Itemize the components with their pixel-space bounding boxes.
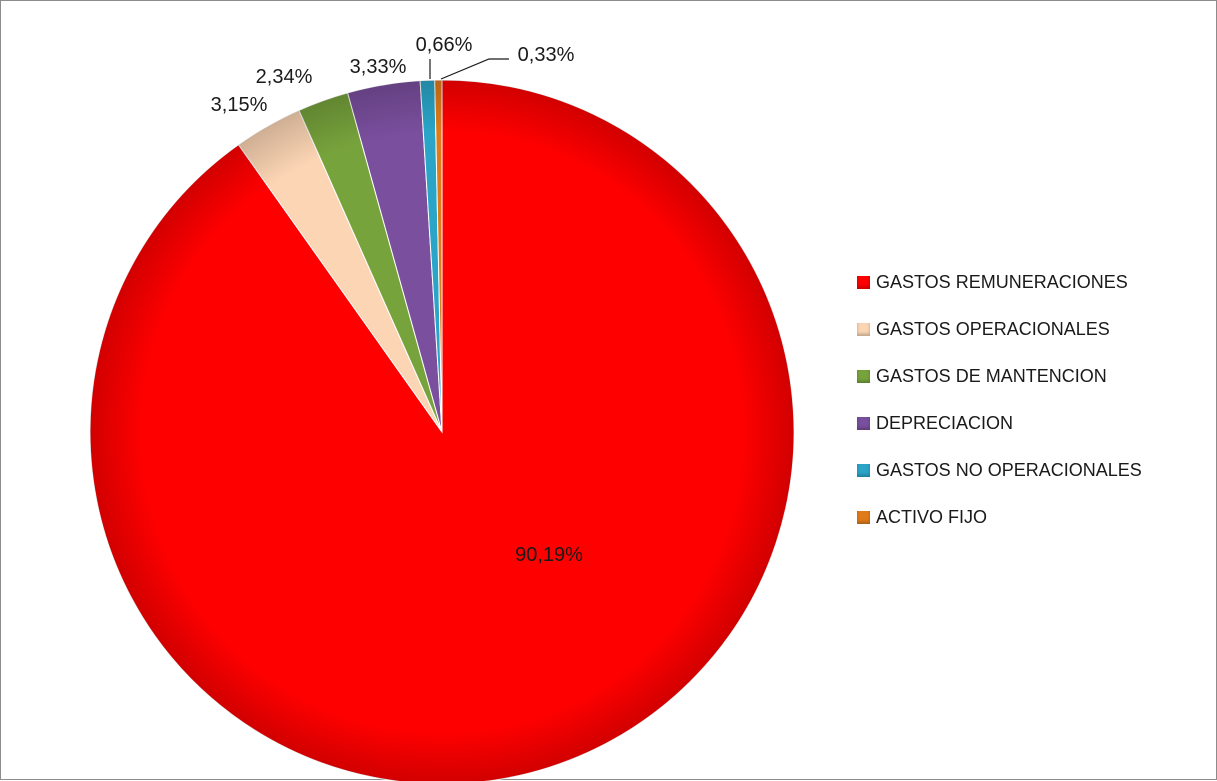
legend-label: GASTOS NO OPERACIONALES [876,460,1142,480]
data-labels: 90,19% 3,15% 2,34% 3,33% 0,66% 0,33% [211,34,583,566]
legend-swatch [857,511,870,524]
data-label-operacionales: 3,15% [211,94,268,116]
legend-swatch [857,323,870,336]
legend-label: GASTOS DE MANTENCION [876,366,1107,386]
legend-item-depreciacion: DEPRECIACION [857,400,1142,447]
pie-slices [89,79,795,781]
leader-lines [429,58,509,80]
data-label-remuneraciones: 90,19% [515,544,583,566]
legend-label: GASTOS REMUNERACIONES [876,272,1128,292]
data-label-no-operacionales: 0,66% [416,34,473,56]
legend-item-no-operacionales: GASTOS NO OPERACIONALES [857,447,1142,494]
legend-swatch [857,417,870,430]
legend-item-activo-fijo: ACTIVO FIJO [857,494,1142,541]
legend-swatch [857,276,870,289]
legend-label: DEPRECIACION [876,413,1014,433]
legend-item-remuneraciones: GASTOS REMUNERACIONES [857,259,1142,306]
legend-label: GASTOS OPERACIONALES [876,319,1110,339]
legend-swatch [857,370,870,383]
legend-label: ACTIVO FIJO [876,507,988,527]
data-label-activo-fijo: 0,33% [518,44,575,66]
legend-swatch [857,464,870,477]
data-label-depreciacion: 3,33% [350,56,407,78]
legend-item-mantencion: GASTOS DE MANTENCION [857,353,1142,400]
data-label-mantencion: 2,34% [256,66,313,88]
legend: GASTOS REMUNERACIONES GASTOS OPERACIONALE… [857,259,1142,541]
leader-line-activo-fijo [440,58,509,80]
legend-item-operacionales: GASTOS OPERACIONALES [857,306,1142,353]
